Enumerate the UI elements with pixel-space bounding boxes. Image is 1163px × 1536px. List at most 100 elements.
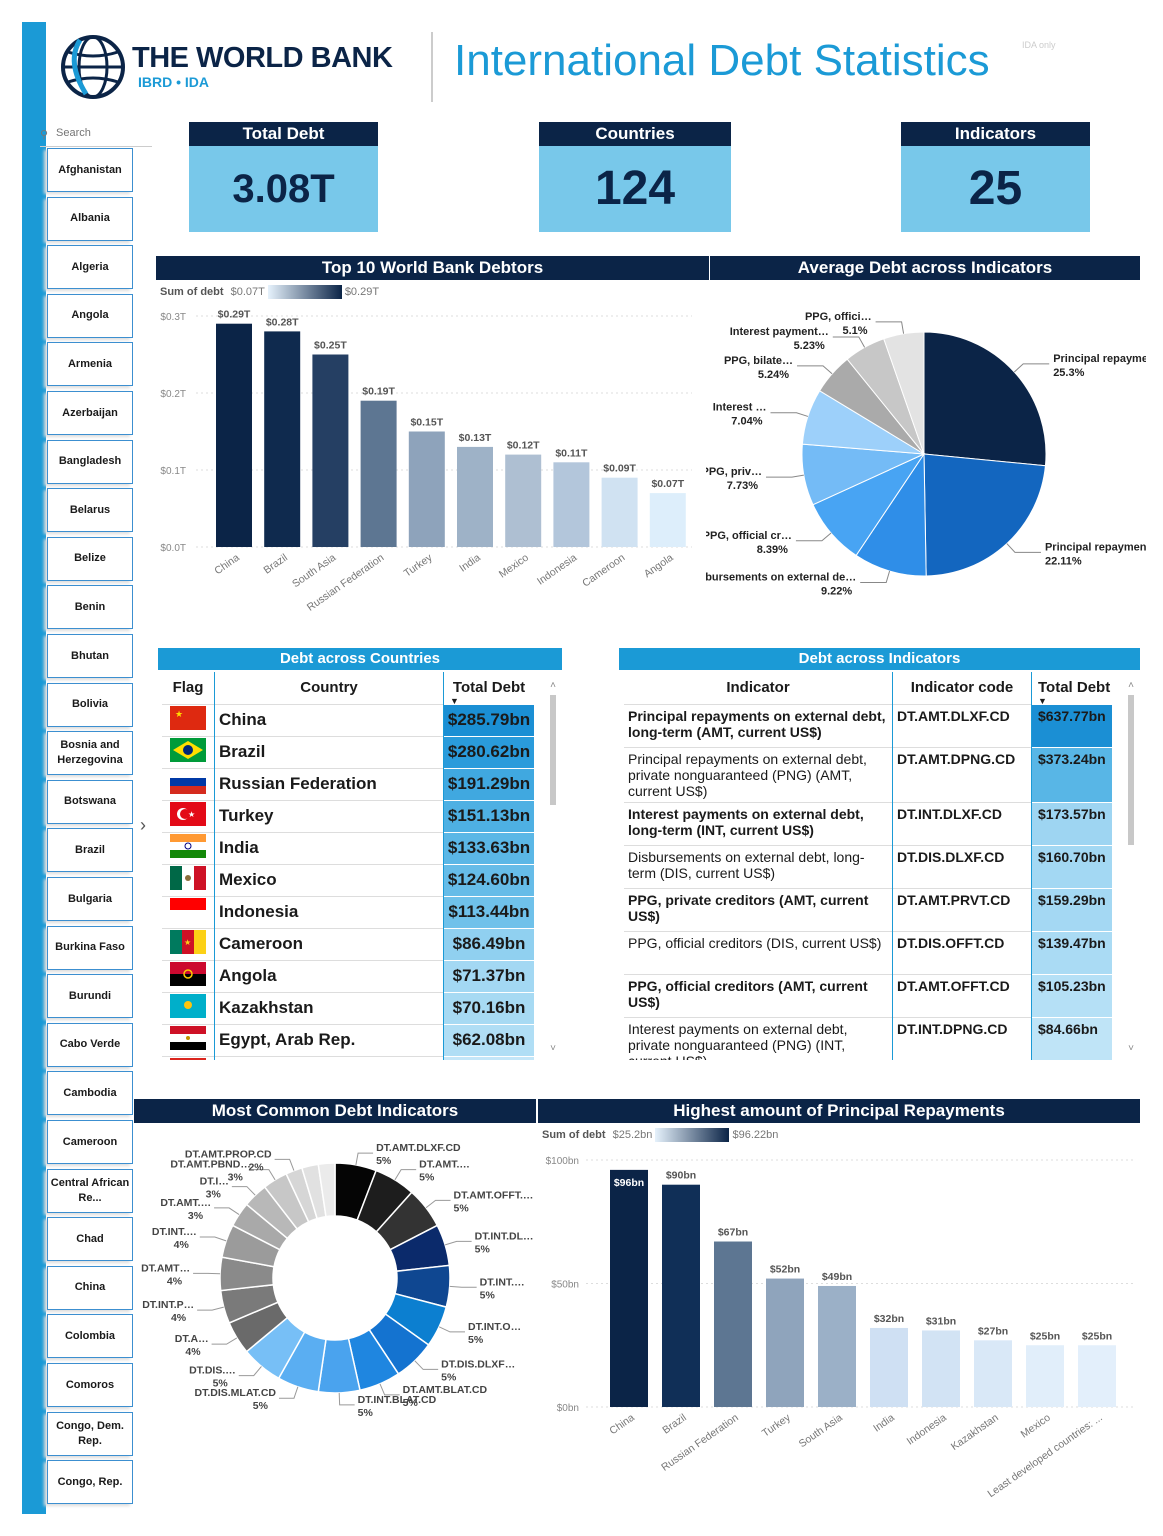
debt-cell: $637.77bn bbox=[1031, 703, 1112, 747]
slicer-item[interactable]: Armenia bbox=[47, 342, 133, 387]
slicer-item[interactable]: Cabo Verde bbox=[47, 1022, 133, 1067]
table-row[interactable]: Mexico $124.60bn bbox=[162, 863, 534, 896]
slicer-item[interactable]: Albania bbox=[47, 196, 133, 241]
scroll-thumb[interactable] bbox=[1128, 695, 1134, 845]
table-row[interactable]: ★ China $285.79bn bbox=[162, 703, 534, 736]
table-row[interactable]: PPG, official creditors (AMT, current US… bbox=[624, 973, 1112, 1017]
slicer-item[interactable]: Belarus bbox=[47, 488, 133, 533]
x-tick-label: Turkey bbox=[402, 551, 435, 579]
slicer-item[interactable]: Algeria bbox=[47, 245, 133, 290]
flag-cell bbox=[162, 1023, 215, 1056]
table-row[interactable]: Disbursements on external debt, long-ter… bbox=[624, 844, 1112, 888]
world-bank-logo-icon bbox=[58, 32, 128, 102]
table-row[interactable]: Kazakhstan $70.16bn bbox=[162, 991, 534, 1024]
code-cell: DT.INT.DPNG.CD bbox=[892, 1016, 1032, 1060]
slicer-item[interactable]: Benin bbox=[47, 585, 133, 630]
table-row[interactable]: Principal repayments on external debt, p… bbox=[624, 746, 1112, 802]
slicer-item[interactable]: Central African Re... bbox=[47, 1168, 133, 1213]
slicer-item[interactable]: Chad bbox=[47, 1217, 133, 1262]
col-flag[interactable]: Flag bbox=[162, 672, 215, 704]
kpi-countries: Countries 124 bbox=[539, 122, 731, 232]
country-cell: Mexico bbox=[214, 863, 444, 896]
table-row[interactable]: Interest payments on external debt, long… bbox=[624, 801, 1112, 845]
table-row[interactable]: India $133.63bn bbox=[162, 831, 534, 864]
top10-title: Top 10 World Bank Debtors bbox=[156, 256, 709, 280]
slicer-item[interactable]: Cameroon bbox=[47, 1120, 133, 1164]
slicer-item[interactable]: Bangladesh bbox=[47, 439, 133, 484]
slicer-item[interactable]: China bbox=[47, 1265, 133, 1310]
table-row[interactable]: Russian Federation $191.29bn bbox=[162, 767, 534, 800]
donut-slice bbox=[317, 1162, 336, 1218]
slicer-item[interactable]: Bhutan bbox=[47, 634, 133, 678]
table-row[interactable]: Indonesia $113.44bn bbox=[162, 895, 534, 928]
slicer-item[interactable]: Brazil bbox=[47, 828, 133, 873]
table-row[interactable]: PPG, private creditors (AMT, current US$… bbox=[624, 887, 1112, 931]
data-label: $0.07T bbox=[651, 478, 684, 490]
search-box[interactable]: ⚲ bbox=[40, 126, 152, 147]
indicators-scrollbar[interactable]: ˄ ˅ bbox=[1126, 680, 1136, 1060]
table-row[interactable]: ★Vietnam$45.85bn bbox=[162, 1055, 534, 1060]
legend-max: $0.29T bbox=[344, 285, 380, 298]
slice-value: 25.3% bbox=[1053, 367, 1084, 379]
slice-value: 8.39% bbox=[757, 544, 788, 556]
slicer-item[interactable]: Congo, Rep. bbox=[47, 1460, 133, 1505]
data-label: $49bn bbox=[822, 1271, 852, 1283]
col-indicator[interactable]: Indicator bbox=[624, 672, 893, 704]
scroll-down-icon[interactable]: ˅ bbox=[1128, 1043, 1134, 1054]
slice-value: 4% bbox=[167, 1275, 183, 1287]
slicer-item[interactable]: Bulgaria bbox=[47, 877, 133, 921]
leader-line bbox=[795, 532, 832, 542]
slicer-item[interactable]: Congo, Dem. Rep. bbox=[47, 1411, 133, 1456]
table-row[interactable]: Angola $71.37bn bbox=[162, 959, 534, 992]
data-label: $0.25T bbox=[314, 340, 347, 352]
table-row[interactable]: Egypt, Arab Rep. $62.08bn bbox=[162, 1023, 534, 1056]
slice-value: 5.1% bbox=[843, 325, 868, 337]
slice-label: DT.AMT.OFFT.… bbox=[454, 1189, 534, 1201]
slicer-item[interactable]: Burkina Faso bbox=[47, 925, 133, 970]
slice-value: 4% bbox=[185, 1346, 201, 1358]
col-country[interactable]: Country bbox=[214, 672, 444, 704]
flag-cell: ★ bbox=[162, 799, 215, 832]
table-row[interactable]: ★ Turkey $151.13bn bbox=[162, 799, 534, 832]
scroll-thumb[interactable] bbox=[550, 695, 556, 805]
slicer-item[interactable]: Azerbaijan bbox=[47, 391, 133, 435]
slicer-item[interactable]: Angola bbox=[47, 293, 133, 338]
scroll-up-icon[interactable]: ˄ bbox=[1128, 680, 1134, 691]
code-cell: DT.INT.DLXF.CD bbox=[892, 801, 1032, 845]
chevron-right-icon[interactable]: › bbox=[140, 815, 146, 835]
table-row[interactable]: Principal repayments on external debt, l… bbox=[624, 703, 1112, 747]
col-indicator-code[interactable]: Indicator code bbox=[892, 672, 1032, 704]
slice-value: 5% bbox=[454, 1202, 470, 1214]
kpi-value: 3.08T bbox=[189, 146, 378, 232]
slicer-item[interactable]: Colombia bbox=[47, 1314, 133, 1359]
scroll-up-icon[interactable]: ˄ bbox=[550, 680, 556, 691]
table-row[interactable]: PPG, official creditors (DIS, current US… bbox=[624, 930, 1112, 974]
slicer-item[interactable]: Bolivia bbox=[47, 682, 133, 727]
slicer-item[interactable]: Afghanistan bbox=[47, 148, 133, 192]
slicer-item[interactable]: Bosnia and Herzegovina bbox=[47, 731, 133, 776]
slicer-item[interactable]: Comoros bbox=[47, 1363, 133, 1407]
slicer-item[interactable]: Burundi bbox=[47, 974, 133, 1019]
x-tick-label: Indonesia bbox=[905, 1412, 949, 1448]
debt-cell: $133.63bn bbox=[443, 831, 534, 864]
slicer-item[interactable]: Belize bbox=[47, 536, 133, 581]
country-cell: China bbox=[214, 703, 444, 736]
search-input[interactable] bbox=[54, 126, 152, 140]
table-row[interactable]: ★ Cameroon $86.49bn bbox=[162, 927, 534, 960]
slice-value: 5% bbox=[403, 1397, 419, 1409]
slicer-item[interactable]: Cambodia bbox=[47, 1071, 133, 1116]
flag-cell: ★ bbox=[162, 927, 215, 960]
col-total-debt[interactable]: Total Debt ▼ bbox=[1032, 672, 1113, 705]
table-row[interactable]: Interest payments on external debt, priv… bbox=[624, 1016, 1112, 1060]
pie-chart: Principal repayments o… 25.3% Principal re… bbox=[706, 311, 1146, 598]
slice-label: Interest payment… bbox=[730, 326, 829, 338]
donut-chart: DT.AMT.DLXF.CD5% DT.AMT.…5%DT.AMT.OFFT.…5… bbox=[141, 1142, 534, 1419]
slicer-item[interactable]: Botswana bbox=[47, 779, 133, 824]
slice-label: DT.INT.… bbox=[152, 1226, 197, 1238]
table-row[interactable]: Brazil $280.62bn bbox=[162, 735, 534, 768]
col-total-debt[interactable]: Total Debt ▼ bbox=[444, 672, 535, 705]
scroll-down-icon[interactable]: ˅ bbox=[550, 1043, 556, 1054]
x-tick-label: South Asia bbox=[797, 1412, 845, 1451]
slice-value: 5% bbox=[419, 1172, 435, 1184]
countries-scrollbar[interactable]: ˄ ˅ bbox=[548, 680, 558, 1060]
